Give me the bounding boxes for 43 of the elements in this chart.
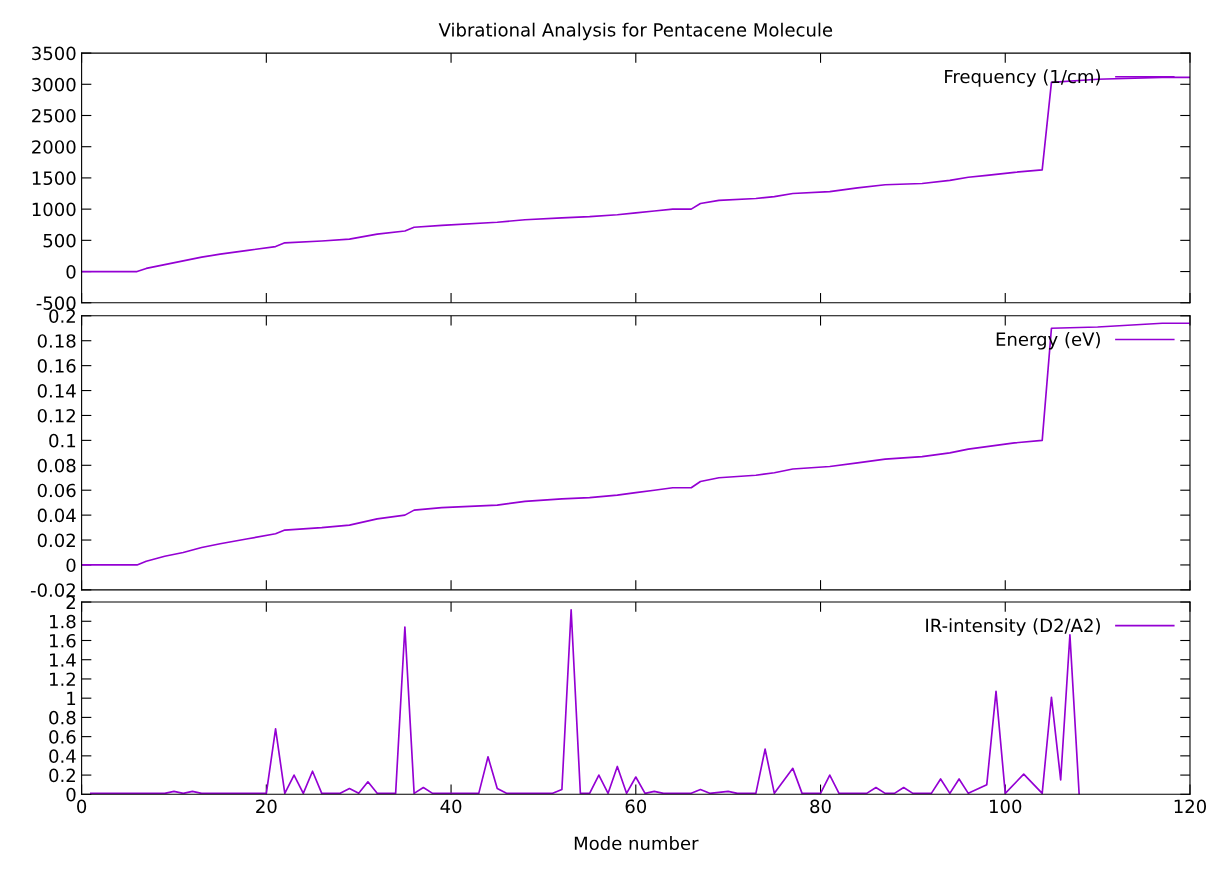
x-axis-title: Mode number — [574, 836, 699, 851]
y-tick-label: 1000 — [32, 202, 76, 217]
y-tick-label: 0.16 — [37, 359, 76, 373]
line-series — [81, 322, 1190, 566]
y-tick-label: 0.18 — [37, 334, 76, 348]
y-tick-label: 0 — [66, 558, 76, 573]
y-tick-label: -500 — [36, 296, 76, 310]
y-tick-label: 0.1 — [49, 433, 76, 448]
y-tick-label: 0.4 — [49, 749, 76, 763]
y-tick-label: 0 — [66, 265, 76, 279]
y-tick-label: 1.6 — [50, 633, 76, 648]
x-tick-label: 120 — [1174, 799, 1207, 814]
y-tick-label: 2000 — [32, 140, 76, 154]
y-tick-label: 3500 — [32, 46, 76, 61]
y-tick-label: 0 — [66, 787, 76, 802]
y-tick-label: 0.6 — [49, 730, 76, 744]
y-tick-label: 0.08 — [37, 458, 76, 473]
y-tick-label: 2 — [66, 595, 75, 609]
x-tick-label: 0 — [77, 799, 87, 814]
chart-title: Vibrational Analysis for Pentacene Molecule — [438, 22, 833, 41]
y-tick-label: 0.02 — [37, 533, 75, 548]
x-tick-label: 100 — [990, 799, 1022, 814]
y-tick-label: 1.4 — [50, 653, 76, 667]
x-tick-label: 40 — [440, 799, 462, 814]
y-tick-label: -0.02 — [30, 583, 75, 597]
y-tick-label: 0.2 — [49, 768, 75, 783]
x-tick-label: 80 — [810, 799, 831, 814]
y-tick-label: 0.14 — [37, 384, 76, 398]
y-tick-label: 500 — [43, 233, 76, 248]
y-tick-label: 3000 — [32, 77, 76, 92]
y-tick-label: 1.2 — [50, 672, 75, 686]
y-tick-label: 1 — [67, 691, 76, 706]
y-tick-label: 1.8 — [50, 614, 76, 629]
x-tick-label: 20 — [256, 799, 277, 814]
y-tick-label: 1500 — [32, 171, 76, 186]
x-tick-label: 60 — [625, 799, 647, 814]
y-tick-label: 0.2 — [49, 309, 75, 323]
legend-label: IR-intensity (D2/A2) — [926, 618, 1100, 636]
y-tick-label: 0.06 — [37, 483, 76, 498]
y-tick-label: 0.04 — [37, 508, 76, 523]
y-tick-label: 2500 — [32, 108, 76, 123]
y-tick-label: 0.12 — [37, 408, 75, 423]
y-tick-label: 0.8 — [49, 710, 76, 725]
